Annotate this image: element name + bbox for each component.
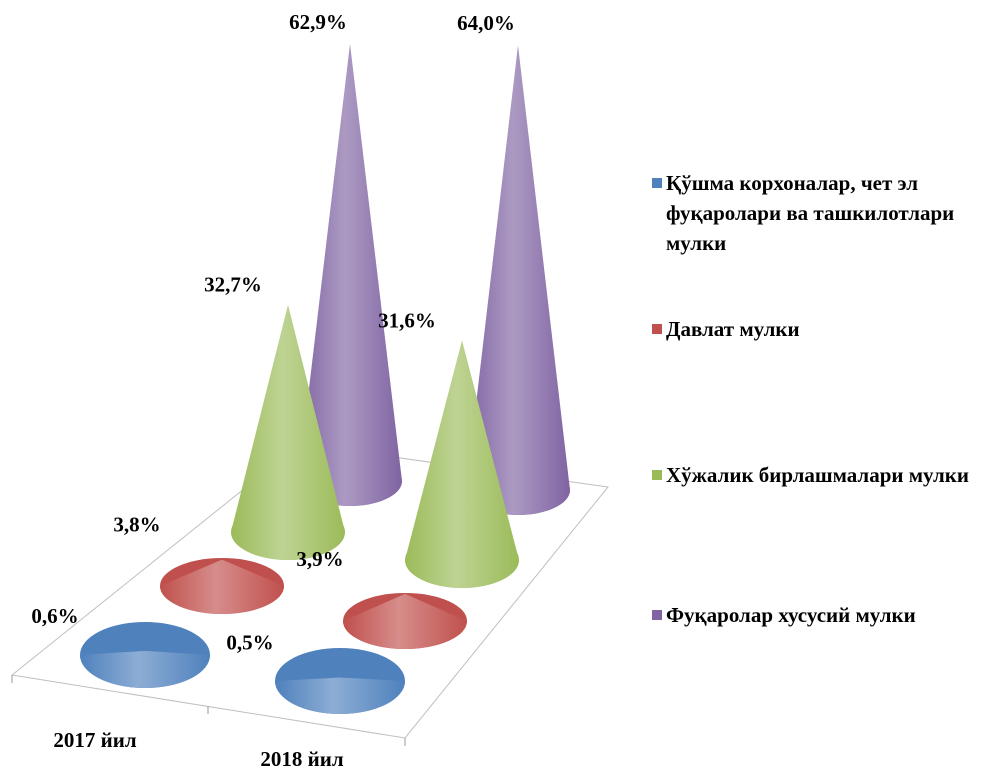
legend-swatch [652, 610, 662, 620]
floor [10, 443, 609, 739]
data-label: 62,9% [289, 10, 347, 34]
data-label: 64,0% [457, 11, 515, 35]
legend-label: Давлат мулки [666, 317, 800, 341]
cone [466, 45, 570, 515]
legend-swatch [652, 470, 662, 480]
cone [275, 677, 405, 714]
cone [160, 559, 284, 614]
cone [80, 650, 210, 688]
legend-label: Қўшма корхоналар, чет эл фуқаролари ва т… [666, 171, 955, 255]
legend-swatch [652, 178, 662, 188]
data-label: 3,8% [113, 513, 160, 537]
data-label: 0,5% [226, 631, 273, 655]
legend-item: Фуқаролар хусусий мулки [652, 600, 1001, 630]
data-label: 3,9% [296, 547, 343, 571]
cone [298, 43, 402, 506]
legend-item: Давлат мулки [652, 314, 1001, 344]
data-label: 31,6% [378, 308, 436, 332]
legend-item: Хўжалик бирлашмалари мулки [652, 460, 1001, 490]
cone [343, 593, 467, 649]
cone [405, 340, 519, 588]
data-label: 0,6% [31, 604, 78, 628]
data-label: 32,7% [204, 273, 262, 297]
legend-item: Қўшма корхоналар, чет эл фуқаролари ва т… [652, 168, 1001, 258]
legend-label: Фуқаролар хусусий мулки [666, 603, 916, 627]
x-tick-label: 2018 йил [260, 747, 343, 771]
x-tick-label: 2017 йил [53, 728, 136, 752]
cone [231, 304, 345, 560]
legend-label: Хўжалик бирлашмалари мулки [666, 463, 969, 487]
legend-swatch [652, 324, 662, 334]
